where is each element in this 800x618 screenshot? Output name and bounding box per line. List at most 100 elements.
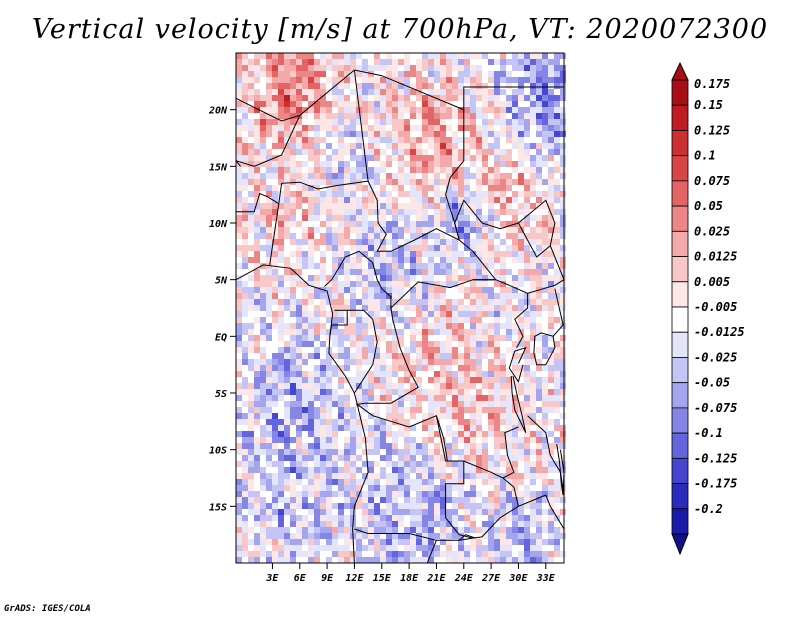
field-cell [362, 503, 368, 509]
field-cell [440, 197, 446, 203]
field-cell [548, 305, 554, 311]
field-cell [332, 179, 338, 185]
field-cell [404, 299, 410, 305]
field-cell [290, 425, 296, 431]
field-cell [356, 77, 362, 83]
field-cell [512, 239, 518, 245]
field-cell [440, 323, 446, 329]
field-cell [560, 407, 566, 413]
field-cell [362, 275, 368, 281]
field-cell [392, 149, 398, 155]
field-cell [362, 467, 368, 473]
field-cell [380, 71, 386, 77]
field-cell [560, 323, 566, 329]
field-cell [530, 293, 536, 299]
field-cell [308, 503, 314, 509]
field-cell [410, 77, 416, 83]
field-cell [302, 527, 308, 533]
field-cell [254, 431, 260, 437]
field-cell [554, 155, 560, 161]
field-cell [428, 143, 434, 149]
field-cell [272, 407, 278, 413]
field-cell [476, 221, 482, 227]
field-cell [398, 485, 404, 491]
field-cell [530, 377, 536, 383]
field-cell [536, 83, 542, 89]
field-cell [398, 443, 404, 449]
field-cell [344, 329, 350, 335]
field-cell [548, 329, 554, 335]
field-cell [398, 311, 404, 317]
field-cell [464, 503, 470, 509]
field-cell [236, 329, 242, 335]
field-cell [542, 125, 548, 131]
field-cell [494, 257, 500, 263]
field-cell [416, 365, 422, 371]
field-cell [470, 425, 476, 431]
field-cell [308, 131, 314, 137]
field-cell [278, 389, 284, 395]
field-cell [554, 143, 560, 149]
field-cell [482, 233, 488, 239]
field-cell [512, 269, 518, 275]
field-cell [362, 299, 368, 305]
field-cell [284, 215, 290, 221]
field-cell [272, 269, 278, 275]
field-cell [410, 155, 416, 161]
field-cell [542, 185, 548, 191]
field-cell [242, 305, 248, 311]
field-cell [494, 95, 500, 101]
field-cell [500, 131, 506, 137]
field-cell [506, 173, 512, 179]
field-cell [386, 251, 392, 257]
field-cell [344, 167, 350, 173]
field-cell [446, 443, 452, 449]
field-cell [236, 263, 242, 269]
border-line [235, 69, 355, 122]
field-cell [242, 173, 248, 179]
field-cell [416, 497, 422, 503]
field-cell [530, 77, 536, 83]
field-cell [428, 467, 434, 473]
field-cell [554, 137, 560, 143]
field-cell [410, 389, 416, 395]
field-cell [314, 545, 320, 551]
field-cell [272, 107, 278, 113]
field-cell [470, 473, 476, 479]
field-cell [440, 155, 446, 161]
field-cell [368, 455, 374, 461]
field-cell [338, 317, 344, 323]
field-cell [446, 323, 452, 329]
field-cell [404, 503, 410, 509]
field-cell [320, 275, 326, 281]
field-cell [512, 377, 518, 383]
field-cell [248, 353, 254, 359]
field-cell [500, 455, 506, 461]
field-cell [308, 143, 314, 149]
field-cell [482, 143, 488, 149]
field-cell [530, 509, 536, 515]
field-cell [446, 71, 452, 77]
field-cell [350, 167, 356, 173]
field-cell [488, 467, 494, 473]
field-cell [440, 437, 446, 443]
field-cell [452, 521, 458, 527]
field-cell [308, 239, 314, 245]
field-cell [374, 527, 380, 533]
field-cell [302, 293, 308, 299]
field-cell [524, 533, 530, 539]
field-cell [482, 293, 488, 299]
field-cell [536, 155, 542, 161]
field-cell [536, 173, 542, 179]
field-cell [548, 107, 554, 113]
field-cell [464, 431, 470, 437]
field-cell [326, 359, 332, 365]
field-cell [482, 137, 488, 143]
field-cell [548, 227, 554, 233]
field-cell [356, 167, 362, 173]
field-cell [266, 293, 272, 299]
field-cell [260, 239, 266, 245]
field-cell [452, 281, 458, 287]
field-cell [434, 527, 440, 533]
field-cell [260, 305, 266, 311]
